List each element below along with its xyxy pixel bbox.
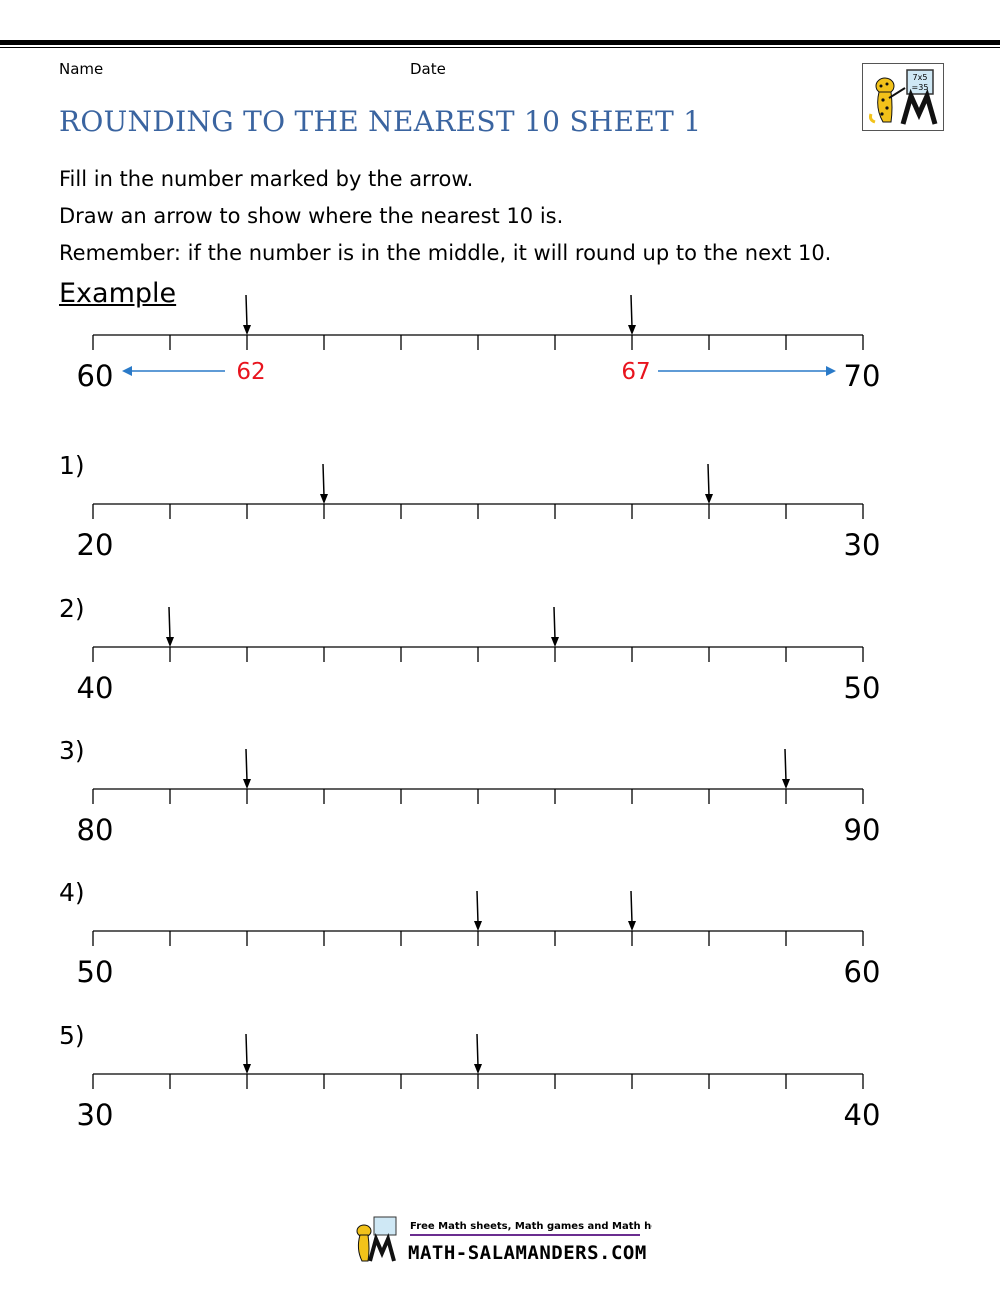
instruction-1: Fill in the number marked by the arrow. (59, 167, 474, 191)
question-2-arrow-2-head (551, 637, 559, 647)
instruction-3: Remember: if the number is in the middle… (59, 241, 832, 265)
question-3-label: 3) (59, 736, 85, 765)
question-1-arrow-2-head (705, 494, 713, 504)
number-lines: 60 70 62 67 1) 20 30 2) 40 50 3) 80 90 4) 50 60 5) 30 40 (59, 294, 881, 1132)
logo: 7x5 =35 (862, 63, 944, 131)
example-arrow-2-head (628, 325, 636, 335)
salamander-teacher-icon: 7x5 =35 (869, 69, 938, 125)
question-5-arrow-2-head (474, 1064, 482, 1074)
question-2-arrow-2 (553, 606, 556, 640)
question-4-arrow-2-head (628, 921, 636, 931)
example-arrow-1 (245, 294, 248, 328)
date-label: Date (410, 60, 446, 78)
question-3-end-label: 90 (844, 813, 881, 847)
example-number-2: 67 (621, 359, 650, 385)
question-4-end-label: 60 (844, 955, 881, 989)
question-5-arrow-1-head (243, 1064, 251, 1074)
question-3-arrow-2 (784, 748, 787, 782)
name-label: Name (59, 60, 104, 78)
example-arrow-1-head (243, 325, 251, 335)
top-rule-thin (0, 47, 1000, 48)
question-3-arrow-1-head (243, 779, 251, 789)
footer-tagline: Free Math sheets, Math games and Math he… (410, 1221, 652, 1232)
question-2-label: 2) (59, 594, 85, 623)
question-5-end-label: 40 (844, 1098, 881, 1132)
question-3-start-label: 80 (77, 813, 114, 847)
question-2-start-label: 40 (77, 671, 114, 705)
question-5-arrow-2 (476, 1033, 479, 1067)
board-line-1: 7x5 (913, 73, 928, 82)
question-5-arrow-1 (245, 1033, 248, 1067)
question-4-start-label: 50 (77, 955, 114, 989)
question-5-start-label: 30 (77, 1098, 114, 1132)
question-1-arrow-1-head (320, 494, 328, 504)
question-4-label: 4) (59, 878, 85, 907)
example-round-arrow-head-1 (122, 366, 132, 376)
question-3-arrow-1 (245, 748, 248, 782)
worksheet-title: ROUNDING TO THE NEAREST 10 SHEET 1 (59, 105, 702, 138)
example-start-label: 60 (77, 359, 114, 393)
instruction-2: Draw an arrow to show where the nearest … (59, 204, 564, 228)
example-number-1: 62 (236, 359, 265, 385)
footer-salamander-logo: Free Math sheets, Math games and Math he… (356, 1216, 669, 1264)
question-1-start-label: 20 (77, 528, 114, 562)
example-arrow-2 (630, 294, 633, 328)
footer-logo: Free Math sheets, Math games and Math he… (352, 1215, 669, 1265)
example-label: Example (59, 278, 177, 309)
question-4-arrow-1-head (474, 921, 482, 931)
question-4-arrow-2 (630, 890, 633, 924)
question-5-label: 5) (59, 1021, 85, 1050)
question-1-arrow-2 (707, 463, 710, 497)
footer-site: MATH-SALAMANDERS.COM (408, 1242, 647, 1264)
question-2-end-label: 50 (844, 671, 881, 705)
board-line-2: =35 (912, 83, 929, 92)
question-1-arrow-1 (322, 463, 325, 497)
example-end-label: 70 (844, 359, 881, 393)
question-1-end-label: 30 (844, 528, 881, 562)
question-2-arrow-1 (168, 606, 171, 640)
example-round-arrow-head-2 (826, 366, 836, 376)
top-rule (0, 40, 1000, 45)
question-1-label: 1) (59, 451, 85, 480)
question-3-arrow-2-head (782, 779, 790, 789)
question-4-arrow-1 (476, 890, 479, 924)
question-2-arrow-1-head (166, 637, 174, 647)
